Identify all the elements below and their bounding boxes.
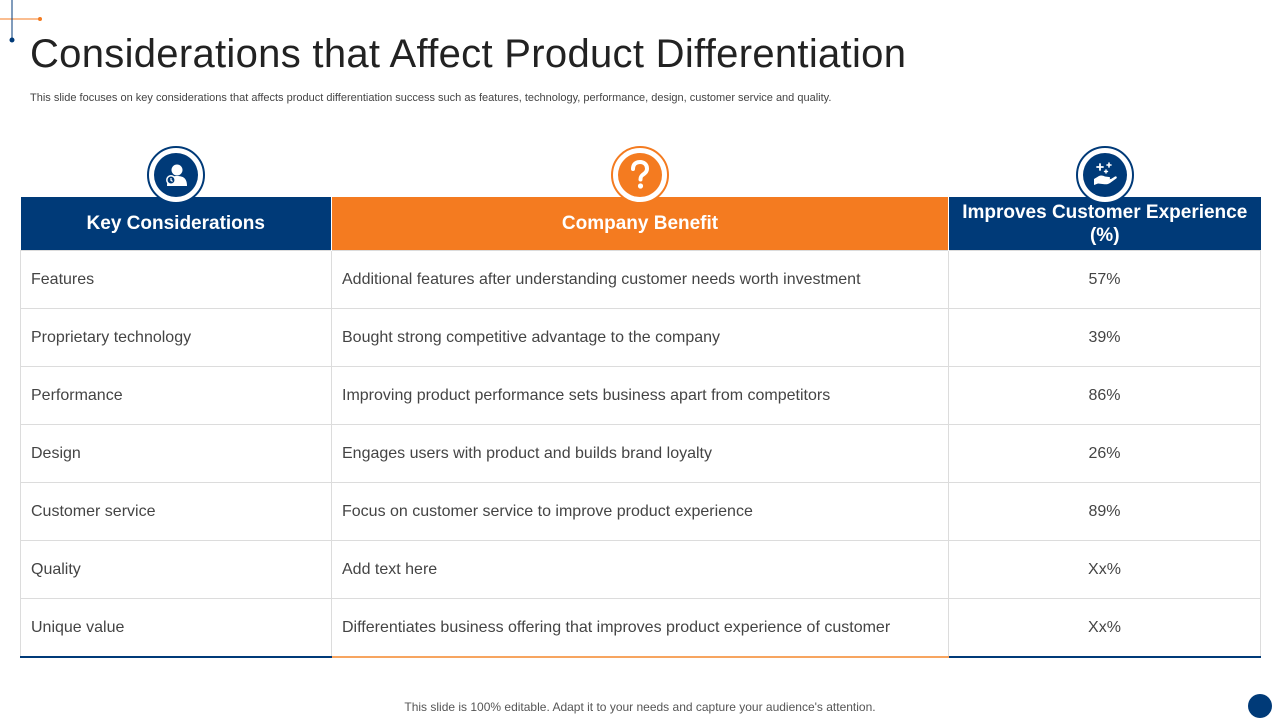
percent-cell: 39% [948,308,1261,367]
consideration-cell: Unique value [20,598,332,658]
benefit-cell: Additional features after understanding … [331,250,949,309]
header-key-considerations: Key Considerations [20,197,332,251]
slide-nav-button[interactable] [1248,694,1272,718]
question-mark-icon [611,146,669,204]
consideration-cell: Design [20,424,332,483]
consideration-cell: Features [20,250,332,309]
benefit-cell: Improving product performance sets busin… [331,366,949,425]
percent-cell: 89% [948,482,1261,541]
benefit-cell: Differentiates business offering that im… [331,598,949,658]
table-row: Performance Improving product performanc… [20,366,1261,425]
benefit-cell: Add text here [331,540,949,599]
consideration-cell: Performance [20,366,332,425]
user-icon [147,146,205,204]
table-row: Design Engages users with product and bu… [20,424,1261,483]
percent-cell: Xx% [948,540,1261,599]
table-row: Customer service Focus on customer servi… [20,482,1261,541]
page-subtitle: This slide focuses on key considerations… [30,92,832,104]
corner-decoration [0,0,42,43]
header-company-benefit: Company Benefit [331,197,949,251]
table-header-row: Key Considerations Company Benefit Impro… [20,197,1261,251]
hand-sparkle-icon [1076,146,1134,204]
page-title: Considerations that Affect Product Diffe… [30,32,907,76]
header-improves-customer-experience: Improves Customer Experience (%) [948,197,1261,251]
table-row: Proprietary technology Bought strong com… [20,308,1261,367]
percent-cell: 86% [948,366,1261,425]
considerations-table: Key Considerations Company Benefit Impro… [20,197,1261,658]
percent-cell: Xx% [948,598,1261,658]
table-row: Quality Add text here Xx% [20,540,1261,599]
consideration-cell: Quality [20,540,332,599]
benefit-cell: Engages users with product and builds br… [331,424,949,483]
table-row: Features Additional features after under… [20,250,1261,309]
consideration-cell: Proprietary technology [20,308,332,367]
footer-note: This slide is 100% editable. Adapt it to… [404,700,876,714]
percent-cell: 26% [948,424,1261,483]
percent-cell: 57% [948,250,1261,309]
benefit-cell: Focus on customer service to improve pro… [331,482,949,541]
consideration-cell: Customer service [20,482,332,541]
benefit-cell: Bought strong competitive advantage to t… [331,308,949,367]
table-row: Unique value Differentiates business off… [20,598,1261,658]
